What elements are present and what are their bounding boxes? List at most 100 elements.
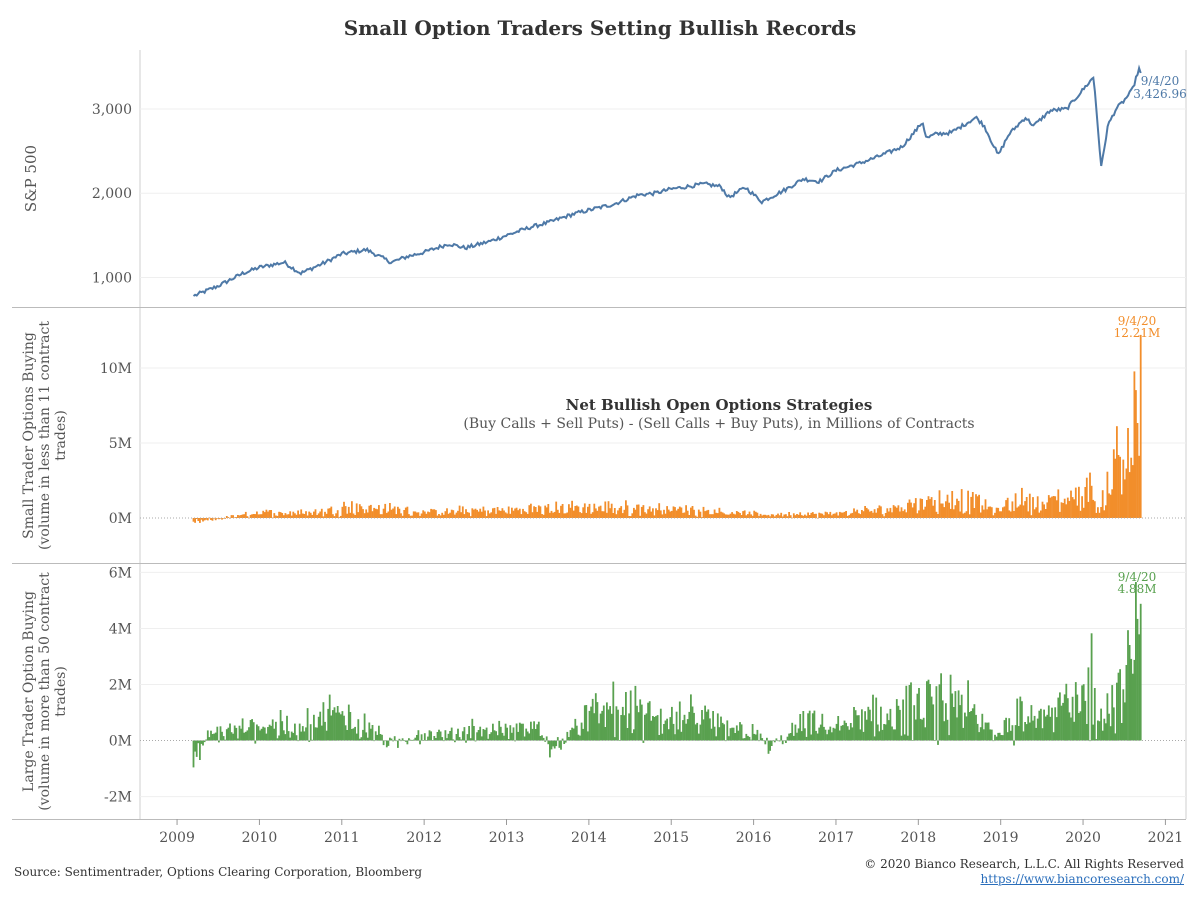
large-bar (1066, 698, 1069, 741)
small-bar (783, 514, 786, 518)
small-tick-label: 10M (100, 361, 132, 377)
large-bar (549, 740, 551, 758)
small-bar (1022, 505, 1025, 518)
small-bar (699, 511, 702, 518)
small-bar (937, 514, 939, 518)
small-bar (721, 512, 724, 518)
large-bar (582, 728, 585, 741)
large-bar (1089, 740, 1091, 742)
large-bar (721, 722, 724, 741)
small-bar (910, 502, 912, 518)
large-bar (976, 723, 979, 741)
small-bar (408, 514, 410, 518)
large-bar (257, 726, 260, 741)
large-bar (545, 736, 548, 741)
small-bar (987, 506, 990, 518)
small-bar (826, 512, 828, 518)
small-bar (545, 507, 548, 518)
large-bar (919, 718, 922, 741)
small-bar (487, 510, 489, 518)
large-bar (663, 724, 665, 741)
small-bar (968, 514, 971, 518)
large-bar (791, 722, 794, 741)
large-bar (569, 730, 572, 741)
small-bar (1051, 496, 1053, 518)
small-bar (419, 515, 421, 518)
large-bar (1108, 713, 1110, 741)
large-bar (769, 740, 771, 751)
large-bar (997, 732, 1000, 741)
large-bar (362, 729, 364, 741)
small-bar (490, 512, 493, 518)
small-bar (221, 518, 223, 520)
small-bar (804, 514, 806, 518)
large-bar (1138, 634, 1140, 741)
small-bar (233, 517, 236, 518)
large-bar (496, 735, 499, 741)
small-bar (530, 503, 532, 518)
large-bar (447, 733, 450, 741)
small-bar (568, 504, 570, 518)
small-bar (1114, 458, 1117, 518)
small-bar (409, 515, 412, 518)
small-bar (764, 514, 767, 518)
large-bar (1135, 582, 1137, 741)
large-bar (1095, 739, 1098, 741)
large-bar (243, 732, 246, 741)
small-bar (973, 508, 976, 518)
large-bar (884, 724, 887, 741)
small-bar (412, 511, 415, 518)
large-bar (1030, 705, 1033, 741)
small-bar (802, 515, 805, 518)
large-bar (1084, 700, 1087, 741)
large-annotation-value: 4.88M (1117, 582, 1156, 596)
small-bar (737, 511, 740, 518)
small-bar (332, 514, 334, 518)
small-bar (945, 501, 947, 518)
large-bar (1078, 713, 1080, 741)
large-bar (932, 704, 935, 741)
large-bar (322, 702, 325, 741)
small-bar (924, 506, 927, 518)
large-tick-label: 2M (109, 677, 132, 693)
small-bar (544, 505, 547, 518)
large-bar (284, 734, 287, 741)
large-bar (395, 740, 398, 742)
large-bar (759, 733, 762, 741)
small-bar (1082, 507, 1085, 518)
small-bar (990, 507, 993, 518)
small-bar (1054, 496, 1057, 518)
small-bar (330, 506, 333, 518)
large-bar (889, 708, 892, 741)
large-bar (645, 713, 648, 741)
small-bar (615, 514, 618, 518)
small-bar (526, 513, 529, 518)
large-bar (547, 740, 550, 745)
large-bar (446, 738, 448, 741)
small-bar (596, 510, 599, 518)
small-bar (837, 515, 840, 518)
small-bar (355, 503, 358, 518)
small-bar (594, 508, 597, 518)
large-bar (357, 719, 360, 741)
small-bar (273, 513, 276, 518)
small-bar (712, 514, 714, 518)
website-link[interactable]: https://www.biancoresearch.com/ (980, 872, 1184, 886)
small-bar (690, 507, 692, 518)
large-bar (819, 724, 822, 741)
x-tick-label: 2015 (653, 830, 689, 846)
large-bar (344, 725, 347, 741)
small-bar (621, 513, 624, 518)
small-bar (214, 518, 217, 521)
large-bar (599, 713, 602, 741)
small-bar (970, 496, 973, 518)
large-bar (732, 727, 735, 741)
small-bar (830, 515, 833, 518)
small-bar (908, 499, 911, 518)
large-bar (392, 740, 394, 742)
large-bar (542, 737, 545, 741)
small-bar (884, 513, 887, 518)
large-bar (815, 730, 817, 741)
small-bar (287, 514, 290, 518)
small-bar (761, 515, 764, 518)
